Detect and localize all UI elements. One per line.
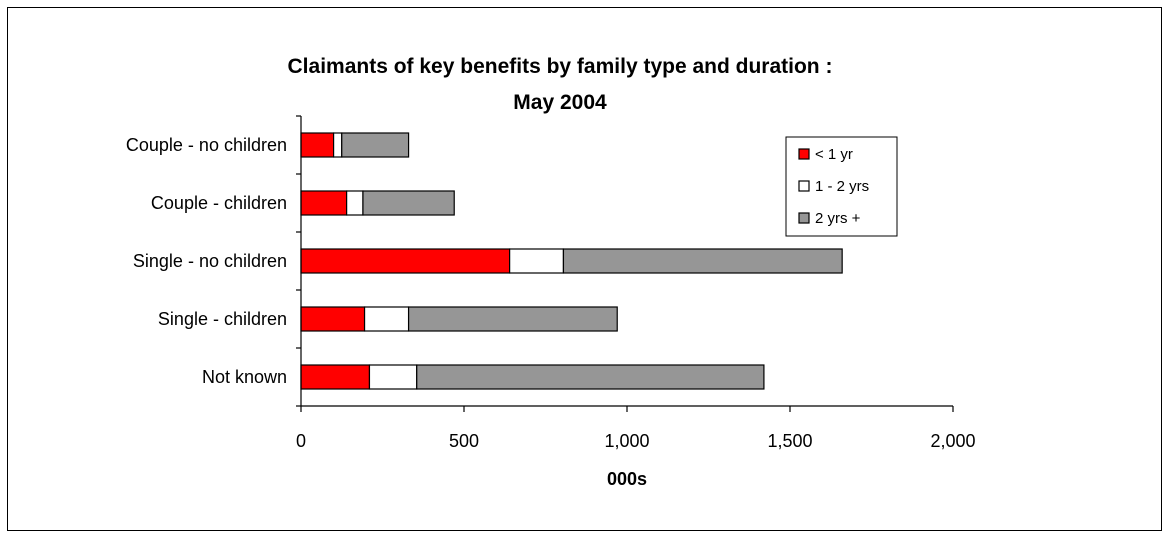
category-labels-group: Couple - no children Couple - children Sin…	[126, 135, 287, 387]
legend-label-1: 1 - 2 yrs	[815, 178, 869, 195]
bar-couple-no-children-series-2	[341, 132, 410, 158]
x-tick-label-4: 2,000	[930, 431, 975, 451]
bar-not-known-series-0	[300, 364, 371, 390]
bar-couple-children-series-1	[346, 190, 364, 216]
bars-group	[300, 132, 843, 390]
x-tick-label-0: 0	[296, 431, 306, 451]
bar-couple-children-series-2	[362, 190, 455, 216]
bar-not-known-series-1	[368, 364, 418, 390]
bar-single-children-series-0	[300, 306, 366, 332]
legend: < 1 yr 1 - 2 yrs 2 yrs +	[785, 136, 898, 237]
bar-single-no-children-series-1	[509, 248, 565, 274]
chart-title-line-1: Claimants of key benefits by family type…	[288, 55, 833, 78]
x-tick-label-3: 1,500	[767, 431, 812, 451]
x-tick-label-1: 500	[449, 431, 479, 451]
legend-swatch-2	[798, 212, 810, 224]
category-label-not-known: Not known	[202, 367, 287, 387]
bar-single-no-children-series-2	[562, 248, 843, 274]
x-tick-label-2: 1,000	[604, 431, 649, 451]
bar-not-known-series-2	[416, 364, 765, 390]
x-axis-title: 000s	[607, 469, 647, 489]
category-label-single-no-children: Single - no children	[133, 251, 287, 271]
chart-frame: Claimants of key benefits by family type…	[7, 7, 1162, 531]
bar-single-children-series-1	[363, 306, 410, 332]
x-ticks-group: 0 500 1,000 1,500 2,000	[296, 406, 976, 451]
y-ticks-group	[296, 115, 301, 407]
bar-couple-no-children-series-1	[333, 132, 343, 158]
bar-single-no-children-series-0	[300, 248, 511, 274]
legend-label-0: < 1 yr	[815, 146, 853, 163]
legend-label-2: 2 yrs +	[815, 210, 861, 227]
category-label-couple-no-children: Couple - no children	[126, 135, 287, 155]
category-label-couple-children: Couple - children	[151, 193, 287, 213]
bar-couple-children-series-0	[300, 190, 348, 216]
bar-single-children-series-2	[407, 306, 618, 332]
chart-svg: Claimants of key benefits by family type…	[126, 55, 976, 489]
bar-couple-no-children-series-0	[300, 132, 335, 158]
chart-title-line-2: May 2004	[513, 91, 607, 114]
legend-swatch-1	[798, 180, 810, 192]
legend-swatch-0	[798, 148, 810, 160]
category-label-single-children: Single - children	[158, 309, 287, 329]
